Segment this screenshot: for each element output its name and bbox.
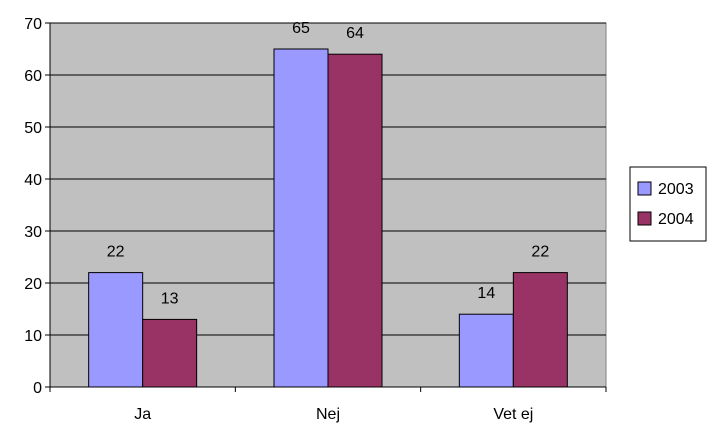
bar-2003-nej	[273, 48, 329, 388]
bar-2003-ja	[88, 272, 144, 388]
y-tick-label: 20	[24, 276, 42, 293]
data-label: 65	[292, 20, 310, 37]
y-tick-label: 30	[24, 224, 42, 241]
data-label: 22	[107, 244, 125, 261]
bars	[88, 48, 568, 388]
y-tick-label: 70	[24, 16, 42, 33]
y-tick-label: 60	[24, 68, 42, 85]
data-label: 22	[531, 244, 549, 261]
axes: 0 10 20 30 40 50 60 70 Ja Nej Vet ej	[24, 16, 607, 423]
data-label: 13	[161, 290, 179, 307]
data-label: 14	[477, 285, 495, 302]
y-tick-label: 10	[24, 328, 42, 345]
y-tick-label: 50	[24, 120, 42, 137]
legend-label: 2003	[658, 181, 694, 198]
legend-swatch	[637, 181, 652, 196]
x-tick-label: Ja	[134, 406, 151, 423]
data-labels: 22 13 65 64 14 22	[107, 20, 550, 307]
y-tick-label: 40	[24, 172, 42, 189]
legend: 2003 2004	[629, 166, 707, 242]
x-tick-label: Nej	[316, 406, 340, 423]
bar-2004-nej	[327, 53, 383, 388]
legend-box	[629, 166, 707, 242]
legend-label: 2004	[658, 211, 694, 228]
data-label: 64	[346, 25, 364, 42]
legend-swatch	[637, 211, 652, 226]
bar-2004-ja	[142, 318, 198, 388]
bar-2003-vet-ej	[458, 313, 514, 388]
x-tick-label: Vet ej	[493, 406, 533, 423]
bar-2004-vet-ej	[512, 272, 568, 388]
y-tick-label: 0	[33, 380, 42, 397]
